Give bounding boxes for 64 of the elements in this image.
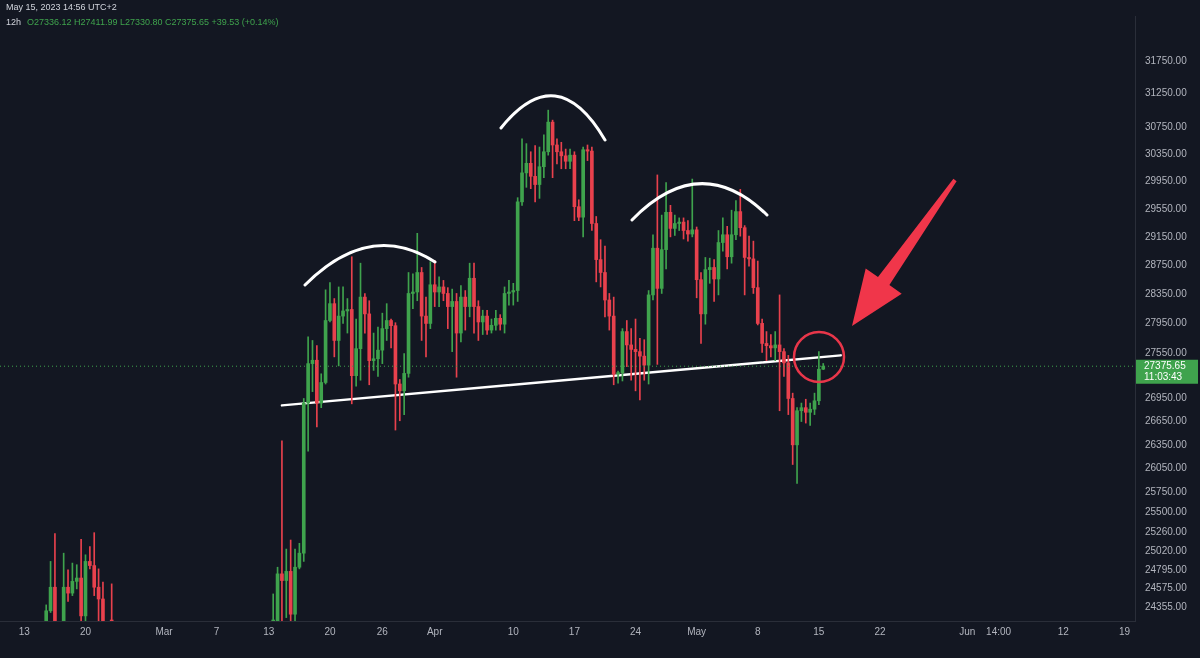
x-tick-label: May (687, 625, 707, 637)
candlestick (533, 145, 537, 203)
x-tick-label: 8 (754, 625, 761, 637)
x-tick-label: Jun (959, 625, 976, 637)
candlestick (74, 564, 79, 590)
y-tick-label: 26950.00 (1145, 392, 1188, 404)
y-tick-label: 29950.00 (1145, 174, 1188, 186)
x-tick-label: Mar (155, 625, 174, 637)
y-tick-label: 24355.00 (1145, 600, 1188, 612)
y-tick-label: 31750.00 (1145, 54, 1188, 66)
candlestick (432, 259, 437, 307)
y-tick-label: 25260.00 (1145, 525, 1188, 537)
y-tick-label: 25500.00 (1145, 506, 1188, 518)
candlestick (450, 288, 455, 352)
x-tick-label: 20 (324, 625, 336, 637)
x-tick-label: 13 (18, 625, 31, 637)
candlestick (280, 440, 284, 621)
y-tick-label: 30350.00 (1145, 147, 1188, 159)
y-tick-label: 29150.00 (1145, 230, 1188, 242)
y-tick-label: 26050.00 (1145, 462, 1188, 474)
annotation: O27336.12 H27411.99 L27330.80 C27375.65 +39.53 (+0.14%) (27, 17, 279, 27)
y-tick-label: 25750.00 (1145, 486, 1188, 498)
x-tick-label: 13 (263, 625, 275, 637)
x-tick-label: 20 (79, 625, 92, 637)
candlestick (559, 141, 564, 170)
candlestick (690, 178, 695, 238)
y-tick-label: 28350.00 (1145, 287, 1188, 299)
y-tick-label: 28750.00 (1145, 259, 1188, 271)
y-tick-label: 30750.00 (1145, 120, 1188, 132)
y-tick-label: 25020.00 (1145, 545, 1188, 557)
y-tick-label: 24575.00 (1145, 582, 1188, 594)
x-tick-label: 22 (874, 625, 886, 637)
y-tick-label: 27550.00 (1145, 346, 1188, 358)
candlestick (808, 402, 812, 426)
candlestick (284, 548, 289, 618)
x-tick-label: 24 (629, 625, 642, 637)
x-tick-label: 10 (507, 625, 520, 637)
x-tick-label: 26 (376, 625, 389, 637)
candlestick (480, 309, 485, 335)
candlestick (437, 276, 441, 307)
x-tick-label: Apr (426, 625, 444, 637)
x-tick-label: 14:00 (986, 625, 1012, 637)
candlestick (463, 290, 468, 331)
y-tick-label: 24795.00 (1145, 563, 1188, 575)
candlestick (769, 334, 773, 358)
candlestick (773, 331, 778, 361)
y-tick-label: 29550.00 (1145, 202, 1188, 214)
text: May 15, 2023 14:56 UTC+2 (6, 2, 117, 12)
candlestick (397, 379, 402, 422)
y-tick-label: 26650.00 (1145, 415, 1188, 427)
y-tick-label: 31250.00 (1145, 87, 1188, 99)
x-tick-label: 15 (813, 625, 825, 637)
candlestick (424, 296, 428, 358)
chart-subtitle: 12h (6, 17, 22, 27)
x-tick-label: 7 (213, 625, 220, 637)
y-tick-label: 27950.00 (1145, 317, 1188, 329)
candlestick (66, 569, 70, 602)
ref-line-label: 27375.65 11:03:43 (1144, 359, 1187, 382)
candlestick (686, 220, 690, 242)
x-tick-label: 19 (1118, 625, 1131, 637)
candlestick (638, 337, 642, 401)
x-tick-label: 17 (568, 625, 581, 637)
y-tick-label: 26350.00 (1145, 438, 1188, 450)
x-tick-label: 12 (1057, 625, 1070, 637)
